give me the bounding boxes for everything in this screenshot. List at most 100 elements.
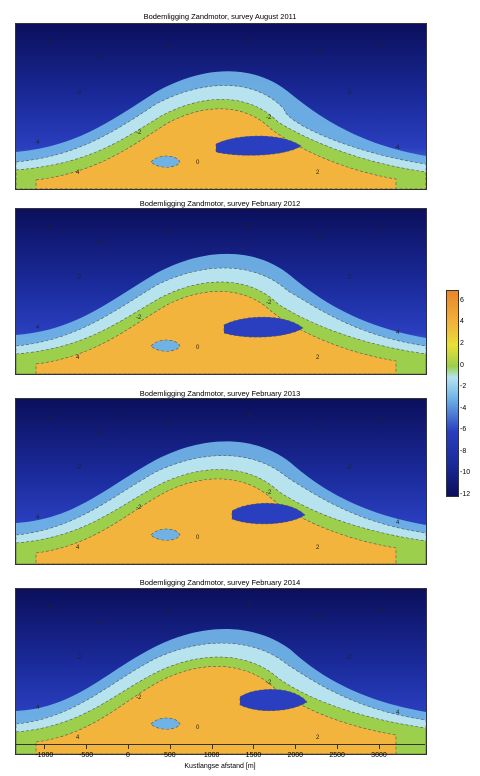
x-tick-mark — [44, 745, 46, 749]
x-tick-label: 2500 — [329, 752, 345, 759]
contour-label: -4 — [46, 415, 52, 421]
bathymetry-panel: -4 -4 -4 -4 -4 -4 -2 -2 4 -2 -2 4 0 2 4 — [15, 398, 427, 565]
contour-label: -4 — [376, 607, 382, 613]
x-tick-mark — [127, 745, 129, 749]
contour-label: -4 — [376, 227, 382, 233]
contour-label: 4 — [76, 170, 80, 176]
contour-label: 2 — [316, 170, 320, 176]
contour-label: -2 — [76, 655, 82, 661]
contour-label: -4 — [246, 223, 252, 229]
contour-label: -4 — [246, 603, 252, 609]
dry-beach-zone — [36, 291, 396, 374]
x-tick-label: 500 — [163, 752, 176, 759]
contour-label: -4 — [96, 240, 102, 246]
dune-lake — [150, 717, 181, 730]
colorbar-tick-label: -10 — [460, 469, 471, 477]
contour-label: -2 — [266, 680, 272, 686]
colorbar — [446, 290, 459, 497]
contour-label: -4 — [46, 40, 52, 46]
x-axis-line — [15, 744, 425, 745]
lagoon — [223, 316, 304, 338]
lagoon — [215, 135, 302, 156]
x-tick-mark — [86, 745, 88, 749]
contour-label: -2 — [136, 315, 142, 321]
contour-label: -4 — [46, 605, 52, 611]
lagoon — [239, 689, 308, 712]
contour-label: 4 — [36, 705, 40, 711]
contour-label: -4 — [246, 38, 252, 44]
panel-title: Bodemligging Zandmotor, survey February … — [139, 578, 301, 587]
contour-line — [16, 455, 426, 564]
contour-label: -2 — [136, 695, 142, 701]
bathymetry-map: -4 -4 -4 -4 -4 -4 -2 -2 4 -2 -2 4 0 2 4 — [16, 589, 426, 754]
dune-lake — [150, 528, 181, 541]
panel-title: Bodemligging Zandmotor, survey February … — [139, 389, 301, 398]
x-tick-mark — [169, 745, 171, 749]
contour-label: -4 — [166, 230, 172, 236]
x-tick-mark — [211, 745, 213, 749]
contour-line — [35, 108, 397, 189]
contour-label: -2 — [346, 465, 352, 471]
contour-label: -2 — [76, 465, 82, 471]
contour-label: -4 — [46, 225, 52, 231]
contour-label: -4 — [376, 417, 382, 423]
contour-label: 2 — [316, 355, 320, 361]
colorbar-tick-label: 2 — [460, 339, 464, 347]
contour-label: 4 — [36, 325, 40, 331]
contour-label: 4 — [36, 515, 40, 521]
contour-label: 0 — [196, 725, 200, 731]
colorbar-tick-label: -2 — [460, 383, 467, 391]
contour-label: -4 — [166, 420, 172, 426]
contour-label: -4 — [96, 55, 102, 61]
contour-label: 2 — [316, 735, 320, 741]
x-tick-mark — [295, 745, 297, 749]
contour-line — [35, 291, 397, 374]
panel-title: Bodemligging Zandmotor, survey August 20… — [143, 12, 297, 21]
contour-label: 4 — [76, 355, 80, 361]
x-tick-label: 1500 — [245, 752, 262, 759]
contour-label: -4 — [316, 235, 322, 241]
contour-line — [16, 85, 426, 189]
dry-beach-zone — [36, 478, 396, 564]
bathymetry-map: -4 -4 -4 -4 -4 -4 -2 -2 4 -2 -2 4 0 2 4 — [16, 209, 426, 374]
contour-label: -4 — [166, 45, 172, 51]
bathymetry-map: -4 -4 -4 -4 -4 -4 -2 -2 4 -2 -2 4 0 2 4 — [16, 24, 426, 189]
contour-label: -4 — [166, 610, 172, 616]
colorbar-tick-label: 4 — [460, 318, 464, 326]
contour-label: -2 — [266, 300, 272, 306]
bathymetry-panel: -4 -4 -4 -4 -4 -4 -2 -2 4 -2 -2 4 0 2 4 — [15, 208, 427, 375]
contour-line — [16, 656, 426, 754]
contour-label: -2 — [136, 130, 142, 136]
contour-line — [16, 267, 426, 374]
contour-label: 4 — [396, 330, 400, 336]
contour-label: 4 — [36, 140, 40, 146]
x-tick-label: 1000 — [203, 752, 220, 759]
x-tick-label: 2000 — [287, 752, 304, 759]
x-tick-mark — [253, 745, 255, 749]
bathymetry-map: -4 -4 -4 -4 -4 -4 -2 -2 4 -2 -2 4 0 2 4 — [16, 399, 426, 564]
contour-label: -4 — [316, 615, 322, 621]
contour-label: -2 — [346, 275, 352, 281]
contour-label: -4 — [376, 42, 382, 48]
contour-label: -4 — [96, 430, 102, 436]
contour-label: -2 — [346, 655, 352, 661]
contour-label: -4 — [96, 620, 102, 626]
contour-label: 4 — [396, 710, 400, 716]
contour-label: -2 — [76, 275, 82, 281]
lagoon — [231, 502, 306, 525]
x-tick-mark — [378, 745, 380, 749]
contour-label: -4 — [316, 425, 322, 431]
contour-label: -2 — [266, 490, 272, 496]
contour-line — [16, 99, 426, 189]
contour-line — [16, 469, 426, 564]
panel-title: Bodemligging Zandmotor, survey February … — [139, 199, 301, 208]
contour-line — [35, 666, 397, 754]
contour-label: -2 — [266, 115, 272, 121]
contour-label: 4 — [396, 520, 400, 526]
x-tick-mark — [337, 745, 339, 749]
x-tick-label: -500 — [79, 752, 94, 759]
colorbar-tick-label: -4 — [460, 404, 467, 412]
colorbar-tick-label: 0 — [460, 361, 464, 369]
contour-label: 0 — [196, 535, 200, 541]
dune-lake — [150, 339, 181, 352]
